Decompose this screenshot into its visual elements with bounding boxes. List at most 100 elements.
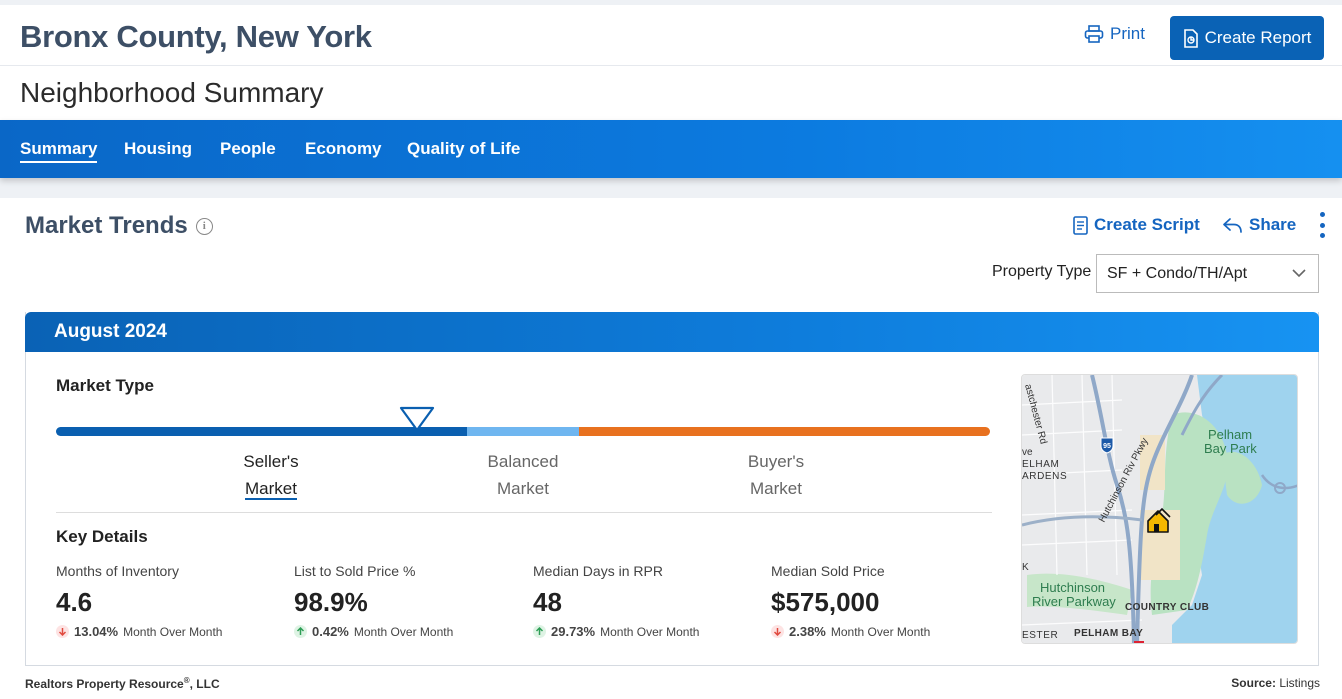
footer-source-label: Source:	[1231, 676, 1276, 690]
footer-company-suffix: , LLC	[189, 677, 220, 691]
seller-market-label: Seller's Market	[240, 448, 302, 502]
balanced-market-bar	[467, 427, 580, 436]
period-label: August 2024	[54, 321, 167, 342]
stat-value: 4.6	[56, 587, 93, 617]
property-type-select[interactable]: SF + Condo/TH/Apt	[1096, 254, 1319, 293]
subheader: Neighborhood Summary	[0, 66, 1342, 120]
tab-housing[interactable]: Housing	[124, 139, 192, 158]
seller-market-bar	[56, 427, 468, 436]
tab-nav: Summary Housing People Economy Quality o…	[0, 120, 1342, 178]
stat-change-suffix: Month Over Month	[353, 624, 454, 639]
buyer-market-bar	[579, 427, 990, 436]
footer-source-value: Listings	[1279, 676, 1320, 690]
seller-label-line1: Seller's	[243, 452, 299, 471]
map-label-ve: ve	[1022, 447, 1033, 458]
property-type-value: SF + Condo/TH/Apt	[1107, 265, 1248, 282]
stat-list-to-sold: List to Sold Price % 98.9% 0.42% Month O…	[294, 563, 453, 639]
tab-economy[interactable]: Economy	[305, 139, 382, 158]
property-type-label: Property Type	[992, 263, 1092, 280]
share-button[interactable]: Share	[1222, 215, 1296, 235]
map-label-pelham-2: ARDENS	[1022, 471, 1067, 482]
map-label-park-1: Pelham	[1208, 427, 1252, 442]
key-details-title: Key Details	[56, 527, 148, 546]
stat-label: List to Sold Price %	[294, 563, 416, 579]
market-trends-panel: Market Trends i Create Script Share Prop…	[0, 198, 1342, 699]
map-label-country-club: COUNTRY CLUB	[1125, 602, 1209, 613]
stat-change-percent: 2.38%	[789, 624, 826, 639]
map-label-park-2: Bay Park	[1204, 441, 1257, 456]
share-icon	[1223, 217, 1242, 233]
report-icon	[1183, 28, 1198, 48]
print-button[interactable]: Print	[1084, 24, 1145, 44]
create-report-label: Create Report	[1204, 28, 1312, 47]
arrow-down-icon	[56, 625, 69, 638]
stat-change: 13.04% Month Over Month	[56, 624, 222, 639]
stat-value: 98.9%	[294, 587, 368, 617]
arrow-up-icon	[294, 625, 307, 638]
market-trends-heading: Market Trends i	[25, 212, 213, 240]
info-icon[interactable]: i	[195, 217, 213, 235]
market-type-title: Market Type	[56, 376, 154, 395]
seller-label-line2: Market	[245, 479, 297, 500]
footer-registered-mark: ®	[183, 676, 190, 685]
stat-value: $575,000	[771, 587, 880, 617]
buyer-label-line1: Buyer's	[747, 452, 805, 471]
create-script-button[interactable]: Create Script	[1073, 215, 1200, 235]
map-label-hutch-2: River Parkway	[1032, 594, 1116, 609]
stat-change: 29.73% Month Over Month	[533, 624, 699, 639]
stat-value: 48	[533, 587, 562, 617]
create-script-label: Create Script	[1094, 215, 1200, 234]
map-label-k: K	[1022, 562, 1029, 573]
stat-label: Months of Inventory	[56, 563, 179, 579]
printer-icon	[1084, 25, 1104, 43]
footer: Realtors Property Resource®, LLC Source:…	[0, 668, 1342, 699]
stat-change-percent: 0.42%	[312, 624, 349, 639]
stat-label: Median Days in RPR	[533, 563, 663, 579]
map-label-highway: 95	[1103, 443, 1111, 450]
stat-change-suffix: Month Over Month	[830, 624, 931, 639]
more-options-icon[interactable]	[1318, 212, 1326, 238]
map-label-chester: ESTER	[1022, 630, 1058, 641]
tab-summary[interactable]: Summary	[20, 139, 98, 163]
market-card: August 2024 Market Type Seller's Market …	[25, 312, 1319, 666]
tab-quality-of-life[interactable]: Quality of Life	[407, 139, 521, 158]
balanced-label-line2: Market	[497, 479, 549, 498]
card-header: August 2024	[25, 312, 1319, 352]
stat-median-days: Median Days in RPR 48 29.73% Month Over …	[533, 563, 699, 639]
stat-median-sold-price: Median Sold Price $575,000 2.38% Month O…	[771, 563, 930, 639]
tab-people[interactable]: People	[220, 139, 276, 158]
chevron-down-icon	[1292, 269, 1306, 278]
stat-change-percent: 29.73%	[551, 624, 596, 639]
section-title: Neighborhood Summary	[20, 77, 324, 108]
create-report-button[interactable]: Create Report	[1170, 16, 1324, 60]
script-icon	[1073, 215, 1088, 235]
stat-months-of-inventory: Months of Inventory 4.6 13.04% Month Ove…	[56, 563, 222, 639]
page-header: Bronx County, New York Print Create Repo…	[0, 5, 1342, 66]
stat-change-suffix: Month Over Month	[123, 624, 223, 639]
market-indicator-icon	[399, 406, 435, 432]
footer-source: Source: Listings	[1231, 676, 1320, 690]
stat-change-suffix: Month Over Month	[600, 624, 700, 639]
home-marker-icon[interactable]	[1147, 507, 1171, 533]
share-label: Share	[1249, 215, 1297, 234]
buyer-label-line2: Market	[750, 479, 802, 498]
arrow-up-icon	[533, 625, 546, 638]
map-label-pelham-bay: PELHAM BAY	[1074, 628, 1143, 639]
balanced-market-label: Balanced Market	[482, 448, 564, 502]
page-title: Bronx County, New York	[20, 19, 372, 54]
arrow-down-icon	[771, 625, 784, 638]
footer-copyright: Realtors Property Resource®, LLC	[25, 676, 220, 691]
divider	[56, 512, 992, 513]
location-map[interactable]: 95 astchester Rd ve ELHAM ARDENS Hutchin…	[1021, 374, 1298, 644]
stat-change: 2.38% Month Over Month	[771, 624, 930, 639]
stat-change: 0.42% Month Over Month	[294, 624, 453, 639]
market-trends-title: Market Trends	[25, 212, 188, 239]
print-label: Print	[1110, 24, 1145, 43]
buyer-market-label: Buyer's Market	[743, 448, 809, 502]
stat-change-percent: 13.04%	[74, 624, 119, 639]
map-label-hutch-1: Hutchinson	[1040, 580, 1105, 595]
balanced-label-line1: Balanced	[487, 452, 559, 471]
stat-label: Median Sold Price	[771, 563, 885, 579]
map-label-pelham-1: ELHAM	[1022, 459, 1059, 470]
footer-company: Realtors Property Resource	[25, 677, 184, 691]
